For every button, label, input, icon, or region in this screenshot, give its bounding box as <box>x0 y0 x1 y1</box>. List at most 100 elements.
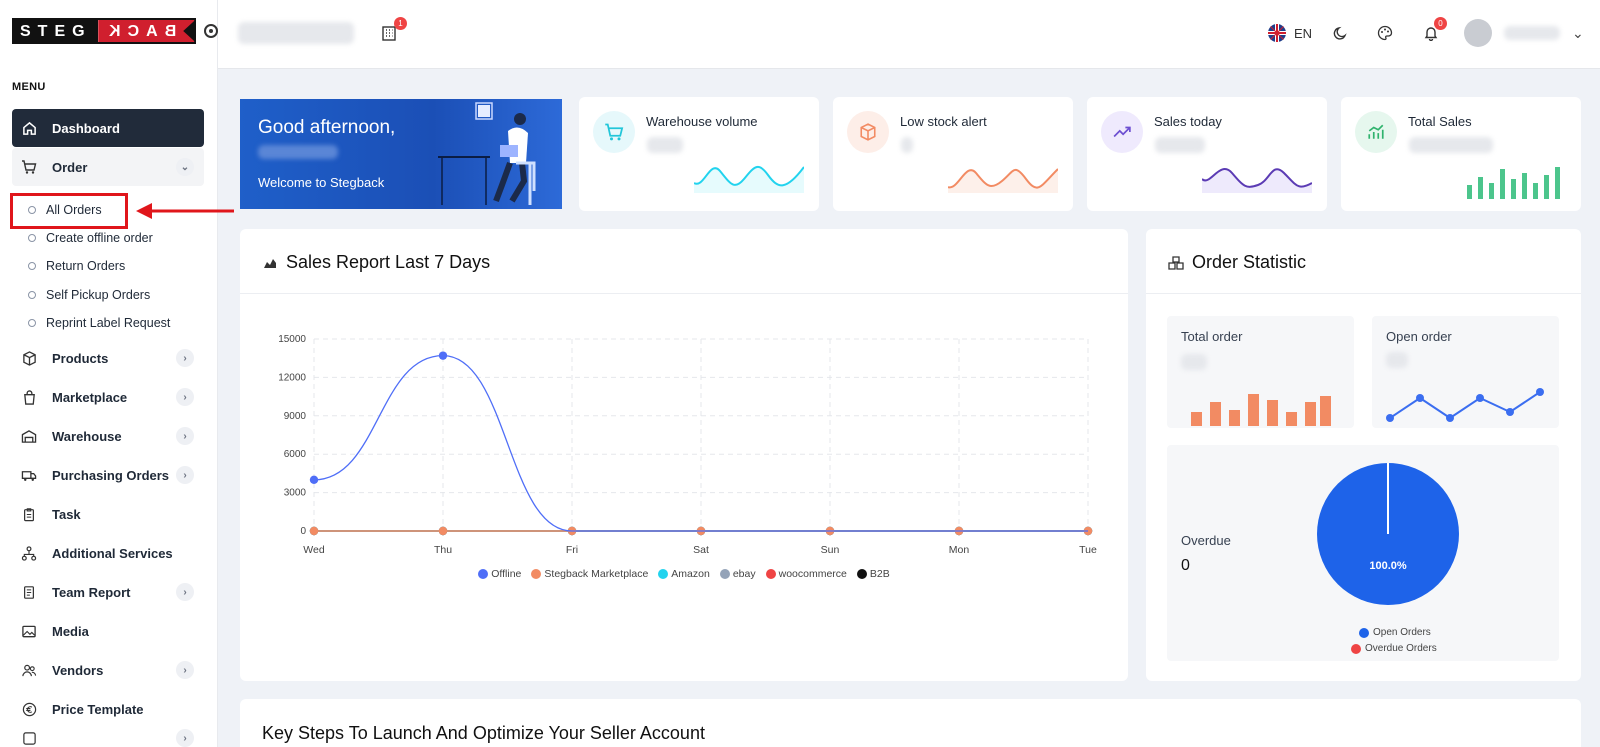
logo-text-left: STEG <box>14 20 98 42</box>
highlight-annotation <box>10 193 128 229</box>
sidebar-item-media[interactable]: Media <box>12 612 204 650</box>
stat-value-blurred <box>1155 137 1205 153</box>
dark-mode-toggle[interactable] <box>1328 20 1354 46</box>
building-button[interactable]: 1 <box>376 17 407 46</box>
chevron-down-icon[interactable]: ⌄ <box>176 158 194 176</box>
chart-up-icon <box>1355 111 1397 153</box>
pie-percentage-label: 100.0% <box>1369 560 1407 572</box>
brand-logo[interactable]: STEG BACK <box>12 18 218 44</box>
sub-item-create-offline-order[interactable]: Create offline order <box>28 226 153 250</box>
notification-badge: 0 <box>1434 17 1447 30</box>
sub-item-label: Reprint Label Request <box>46 316 171 330</box>
username-blurred <box>1504 26 1560 40</box>
sales-line-chart: 15000 12000 9000 6000 3000 0 Wed Thu Fri Sat Sun Mo… <box>278 334 1097 556</box>
language-selector[interactable]: EN <box>1264 20 1316 46</box>
shopping-bag-icon <box>20 388 38 406</box>
sidebar-item-warehouse[interactable]: Warehouse › <box>12 417 204 455</box>
report-icon <box>20 583 38 601</box>
legend-label: ebay <box>732 568 756 580</box>
account-name-blurred <box>238 22 354 44</box>
y-tick-label: 0 <box>300 526 306 537</box>
legend-label: Open Orders <box>1373 627 1431 638</box>
sidebar-item-label: Price Template <box>52 701 144 717</box>
sidebar-item-products[interactable]: Products › <box>12 339 204 377</box>
sidebar-item-label: Team Report <box>52 584 131 600</box>
sidebar-item-vendors[interactable]: Vendors › <box>12 651 204 689</box>
greeting-text: Good afternoon, <box>258 117 396 138</box>
chevron-right-icon[interactable]: › <box>176 388 194 406</box>
order-statistic-title: Order Statistic <box>1168 252 1306 273</box>
legend-swatch <box>478 569 489 579</box>
sub-item-reprint-label-request[interactable]: Reprint Label Request <box>28 311 170 335</box>
legend-swatch <box>719 569 730 579</box>
welcome-banner: Good afternoon, Welcome to Stegback <box>240 99 562 209</box>
legend-swatch <box>1351 643 1361 654</box>
stat-card-warehouse-volume: Warehouse volume <box>579 97 819 211</box>
chevron-right-icon[interactable]: › <box>176 349 194 367</box>
sidebar-item-marketplace[interactable]: Marketplace › <box>12 378 204 416</box>
truck-icon <box>20 466 38 484</box>
chart-legend: Offline Stegback Marketplace Amazon ebay woo… <box>240 568 1128 580</box>
legend-item[interactable]: Offline <box>478 568 521 580</box>
sidebar-item-partial[interactable]: › <box>12 729 204 747</box>
total-order-value-blurred <box>1181 354 1207 370</box>
legend-swatch <box>658 569 669 579</box>
sidebar-item-dashboard[interactable]: Dashboard <box>12 109 204 147</box>
open-order-card: Open order <box>1372 316 1559 428</box>
sparkline-sales-today <box>1202 168 1312 193</box>
chevron-right-icon[interactable]: › <box>176 466 194 484</box>
theme-button[interactable] <box>1372 20 1398 46</box>
sub-item-label: Self Pickup Orders <box>46 288 151 302</box>
sub-item-self-pickup-orders[interactable]: Self Pickup Orders <box>28 283 150 307</box>
chevron-right-icon[interactable]: › <box>176 427 194 445</box>
sidebar-item-label: Additional Services <box>52 545 173 561</box>
legend-label: Overdue Orders <box>1365 643 1437 654</box>
data-point <box>438 526 448 536</box>
legend-item[interactable]: B2B <box>856 568 890 580</box>
network-icon <box>20 544 38 562</box>
legend-item[interactable]: ebay <box>719 568 756 580</box>
sidebar-item-order[interactable]: Order ⌄ <box>12 148 204 186</box>
warehouse-icon <box>20 427 38 445</box>
sidebar-item-team-report[interactable]: Team Report › <box>12 573 204 611</box>
panel-title-text: Order Statistic <box>1192 252 1307 272</box>
bullet-icon <box>28 234 36 242</box>
uk-flag-icon <box>1267 24 1286 42</box>
divider <box>240 293 1128 294</box>
sidebar-item-additional-services[interactable]: Additional Services <box>12 534 204 572</box>
legend-item[interactable]: Stegback Marketplace <box>531 568 648 580</box>
y-tick-label: 15000 <box>278 334 306 345</box>
users-icon <box>20 661 38 679</box>
top-header: 1 EN 0 ⌄ <box>218 0 1600 69</box>
user-menu[interactable]: ⌄ <box>1464 19 1590 47</box>
sub-item-return-orders[interactable]: Return Orders <box>28 254 125 278</box>
legend-item[interactable]: woocommerce <box>765 568 847 580</box>
menu-title: MENU <box>12 81 46 93</box>
y-tick-label: 12000 <box>278 372 306 383</box>
sidebar-item-label: Purchasing Orders <box>52 467 170 483</box>
annotation-arrow <box>136 203 234 219</box>
sidebar-toggle-icon[interactable] <box>203 24 218 38</box>
legend-overdue-orders[interactable]: Overdue Orders <box>1351 643 1437 654</box>
stat-card-total-sales: Total Sales <box>1341 97 1581 211</box>
sidebar-item-price-template[interactable]: Price Template <box>12 690 204 728</box>
overdue-value: 0 <box>1181 557 1190 574</box>
sidebar-item-task[interactable]: Task <box>12 495 204 533</box>
chevron-right-icon[interactable]: › <box>176 661 194 679</box>
sales-report-panel: Sales Report Last 7 Days 15000 12000 9000 6… <box>240 229 1128 681</box>
stat-value-blurred <box>647 137 683 153</box>
sub-item-all-orders[interactable]: All Orders <box>28 198 102 222</box>
chevron-right-icon[interactable]: › <box>176 729 194 747</box>
sidebar-item-purchasing-orders[interactable]: Purchasing Orders › <box>12 456 204 494</box>
notifications-button[interactable]: 0 <box>1418 17 1447 46</box>
chevron-right-icon[interactable]: › <box>176 583 194 601</box>
stat-card-sales-today: Sales today <box>1087 97 1327 211</box>
legend-label: B2B <box>869 568 890 580</box>
sidebar-item-label: Order <box>52 159 88 175</box>
media-icon <box>20 622 38 640</box>
legend-open-orders[interactable]: Open Orders <box>1359 627 1431 638</box>
person-at-desk-illustration <box>438 102 536 205</box>
home-icon <box>20 119 38 137</box>
legend-item[interactable]: Amazon <box>658 568 710 580</box>
sidebar-item-label: Warehouse <box>52 428 122 444</box>
